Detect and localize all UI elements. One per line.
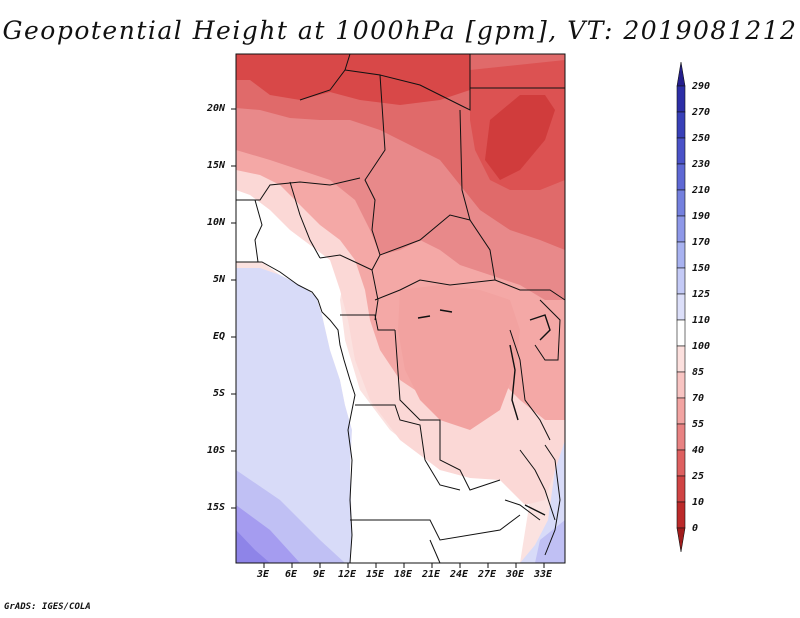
colorbar-swatch bbox=[676, 319, 686, 347]
plot-frame bbox=[235, 53, 566, 564]
colorbar-label: 270 bbox=[692, 107, 711, 118]
colorbar-swatch bbox=[676, 449, 686, 477]
colorbar-swatch bbox=[676, 423, 686, 451]
colorbar-label: 230 bbox=[692, 159, 711, 170]
colorbar-cap-top bbox=[676, 61, 686, 87]
lat-label: 15N bbox=[207, 160, 226, 171]
colorbar-swatch bbox=[676, 397, 686, 425]
colorbar-label: 40 bbox=[692, 445, 705, 456]
colorbar-swatch bbox=[676, 189, 686, 217]
lon-label: 18E bbox=[394, 569, 413, 580]
lon-label: 9E bbox=[313, 569, 326, 580]
lon-label: 24E bbox=[450, 569, 469, 580]
colorbar-label: 170 bbox=[692, 237, 711, 248]
colorbar-swatch bbox=[676, 371, 686, 399]
land-level-band bbox=[236, 190, 530, 563]
lat-label: 10S bbox=[207, 445, 226, 456]
colorbar-swatch bbox=[676, 293, 686, 321]
colorbar-swatch bbox=[676, 267, 686, 295]
colorbar-label: 25 bbox=[692, 471, 705, 482]
colorbar-swatch bbox=[676, 111, 686, 139]
colorbar-swatch bbox=[676, 163, 686, 191]
lat-label: 5S bbox=[213, 388, 226, 399]
lat-label: 5N bbox=[213, 274, 226, 285]
lon-label: 3E bbox=[257, 569, 270, 580]
footer-credit: GrADS: IGES/COLA bbox=[4, 602, 91, 612]
colorbar-label: 110 bbox=[692, 315, 711, 326]
lon-label: 15E bbox=[366, 569, 385, 580]
lat-label: 15S bbox=[207, 502, 226, 513]
colorbar-label: 210 bbox=[692, 185, 711, 196]
colorbar-swatch bbox=[676, 85, 686, 113]
colorbar-label: 250 bbox=[692, 133, 711, 144]
lon-label: 30E bbox=[506, 569, 525, 580]
land-level-band bbox=[398, 285, 520, 430]
colorbar-cap-bottom bbox=[676, 527, 686, 553]
lat-label: EQ bbox=[213, 331, 226, 342]
lon-label: 21E bbox=[422, 569, 441, 580]
colorbar-label: 190 bbox=[692, 211, 711, 222]
colorbar bbox=[676, 61, 686, 553]
colorbar-label: 290 bbox=[692, 81, 711, 92]
colorbar-label: 85 bbox=[692, 367, 705, 378]
map-panel bbox=[231, 53, 566, 568]
colorbar-label: 125 bbox=[692, 289, 711, 300]
colorbar-swatch bbox=[676, 475, 686, 503]
colorbar-swatch bbox=[676, 501, 686, 529]
sea-level-band bbox=[236, 530, 270, 563]
lon-label: 33E bbox=[534, 569, 553, 580]
colorbar-swatch bbox=[676, 241, 686, 269]
colorbar-label: 100 bbox=[692, 341, 711, 352]
lon-label: 6E bbox=[285, 569, 298, 580]
lon-label: 12E bbox=[338, 569, 357, 580]
map-title: Geopotential Height at 1000hPa [gpm], VT… bbox=[2, 16, 798, 45]
lon-axis-ticks bbox=[263, 563, 545, 568]
lat-label: 10N bbox=[207, 217, 226, 228]
colorbar-swatch bbox=[676, 137, 686, 165]
colorbar-swatch bbox=[676, 345, 686, 373]
lat-axis-ticks bbox=[231, 108, 236, 509]
country-borders bbox=[236, 53, 566, 564]
land-level-band bbox=[485, 95, 555, 180]
colorbar-label: 10 bbox=[692, 497, 705, 508]
colorbar-swatch bbox=[676, 215, 686, 243]
colorbar-label: 150 bbox=[692, 263, 711, 274]
lakes bbox=[417, 309, 551, 516]
colorbar-label: 0 bbox=[692, 523, 699, 534]
land-level-band bbox=[236, 54, 470, 105]
colorbar-label: 55 bbox=[692, 419, 705, 430]
colorbar-label: 70 bbox=[692, 393, 705, 404]
lon-label: 27E bbox=[478, 569, 497, 580]
lat-label: 20N bbox=[207, 103, 226, 114]
